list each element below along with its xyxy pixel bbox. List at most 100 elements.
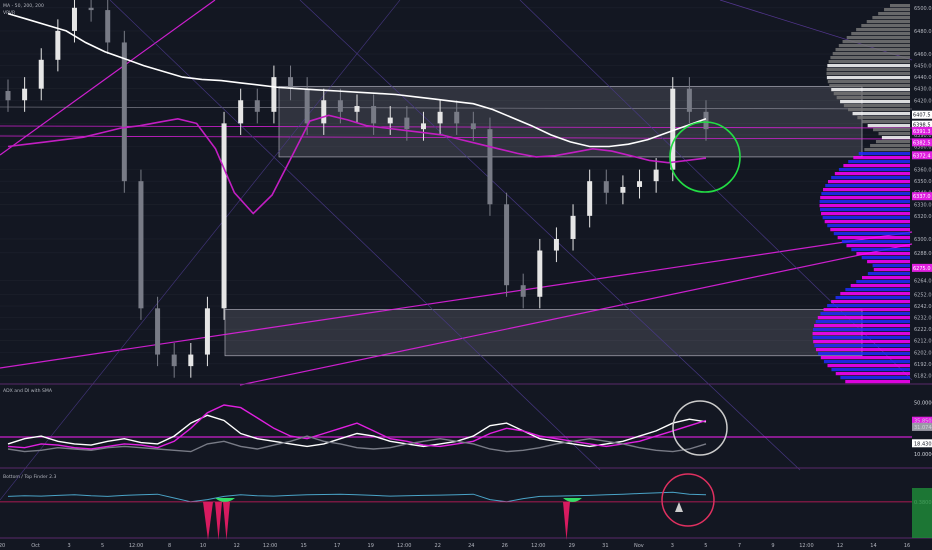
volume-profile-bar [830, 228, 910, 232]
candle-body [321, 100, 327, 124]
ma-fast-line [7, 12, 707, 148]
top-signal-spike [563, 501, 570, 540]
volume-profile-bar [812, 332, 910, 336]
candle-body [354, 106, 360, 112]
vpvr-indicator-label[interactable]: VPVR [3, 10, 16, 16]
volume-profile-bar [833, 232, 910, 236]
adx-tag-box [912, 439, 932, 448]
volume-profile [812, 4, 910, 384]
signal-marker [675, 502, 683, 512]
price-axis-label: 6232.0 [914, 316, 932, 322]
candle-body [553, 238, 559, 251]
trendline [0, 135, 913, 140]
volume-profile-bar [872, 264, 910, 268]
volume-profile-bar [826, 72, 910, 76]
volume-profile-bar [840, 292, 910, 296]
time-axis-label: 12:00 [397, 543, 411, 549]
candle-body [55, 30, 61, 60]
time-axis-label: 12 [837, 543, 843, 549]
candle-body [504, 204, 510, 286]
time-axis[interactable]: 20 Oct 3 5 12:00 8 10 12 12:00 15 17 19 12:00 22 24 26 1… [0, 543, 910, 549]
highlight-circle-price [669, 121, 741, 193]
price-axis-label: 6264.0 [914, 279, 932, 285]
top-signal-spike [215, 501, 222, 540]
volume-profile-bar [867, 272, 910, 276]
volume-profile-bar [831, 176, 910, 180]
volume-profile-bar [835, 48, 910, 52]
finder-line [7, 491, 707, 503]
adx-axis-label: 18.4302 [914, 441, 932, 447]
price-axis-label: 6192.0 [914, 362, 932, 368]
moving-averages [7, 12, 707, 215]
candle-body [570, 215, 576, 239]
volume-profile-bar [853, 156, 910, 160]
price-axis-label: 6430.0 [914, 87, 932, 93]
price-axis-label: 6440.0 [914, 75, 932, 81]
finder-side-bar [912, 488, 932, 538]
volume-profile-bar [824, 220, 910, 224]
adx-panel-title[interactable]: ADX and DI with SMA [3, 388, 53, 394]
volume-profile-bar [862, 120, 910, 124]
candle-body [620, 186, 626, 193]
volume-profile-bar [873, 128, 910, 132]
ma-indicator-label[interactable]: MA - 50, 200, 200 [3, 3, 44, 9]
volume-profile-bar [830, 56, 910, 60]
candle-body [171, 354, 177, 367]
volume-profile-bar [838, 168, 910, 172]
price-tag-box [912, 110, 932, 119]
volume-profile-bar [838, 44, 910, 48]
candle-body [337, 100, 343, 112]
volume-profile-bar [827, 180, 910, 184]
candle-body [404, 117, 410, 130]
candle-body [204, 308, 210, 355]
time-axis-label: 24 [468, 543, 474, 549]
volume-profile-bar [827, 304, 910, 308]
volume-profile-bar [867, 124, 910, 128]
time-axis-label: Nov [634, 543, 644, 549]
time-axis-label: 26 [502, 543, 508, 549]
volume-profile-bar [848, 108, 910, 112]
price-axis-label: 6360.0 [914, 168, 932, 174]
finder-panel-title[interactable]: Bottom / Top Finder 2.3 [3, 474, 56, 480]
time-axis-label: Oct [31, 543, 40, 549]
range-zone [224, 309, 863, 357]
candle-body [387, 117, 393, 124]
price-tag-box [912, 126, 932, 135]
time-axis-label: 22 [435, 543, 441, 549]
candle-body [22, 88, 28, 101]
volume-profile-bar [820, 312, 910, 316]
volume-profile-bar [843, 104, 910, 108]
volume-profile-bar [890, 4, 910, 8]
trendline [0, 0, 216, 156]
time-axis-label: 29 [569, 543, 575, 549]
price-axis-label: 6380.0 [914, 144, 932, 150]
volume-profile-bar [856, 252, 910, 256]
volume-profile-bar [834, 172, 910, 176]
volume-profile-bar [831, 368, 910, 372]
candle-body [288, 77, 294, 89]
adx-axis-label: 50.0000 [914, 400, 932, 406]
volume-profile-bar [851, 32, 910, 36]
time-axis-label: 12:00 [263, 543, 277, 549]
price-axis-label: 6222.0 [914, 327, 932, 333]
price-tag-label: 6337.0 [913, 194, 931, 200]
di-plus-line [7, 404, 707, 450]
volume-profile-bar [858, 152, 910, 156]
volume-profile-bar [821, 212, 910, 216]
price-axis-label: 6460.0 [914, 52, 932, 58]
time-axis-label: 8 [168, 543, 171, 549]
volume-profile-bar [842, 40, 910, 44]
volume-profile-bar [829, 84, 910, 88]
candle-body [105, 10, 111, 43]
price-axis-label: 6182.0 [914, 373, 932, 379]
range-zone [278, 85, 863, 158]
time-axis-label: 12:00 [129, 543, 143, 549]
volume-profile-bar [822, 216, 910, 220]
adx-axis-label: 31.0744 [914, 425, 932, 431]
volume-profile-bar [856, 28, 910, 32]
time-axis-label: 5 [101, 543, 104, 549]
candle-body [304, 88, 310, 124]
volume-profile-bar [884, 8, 910, 12]
